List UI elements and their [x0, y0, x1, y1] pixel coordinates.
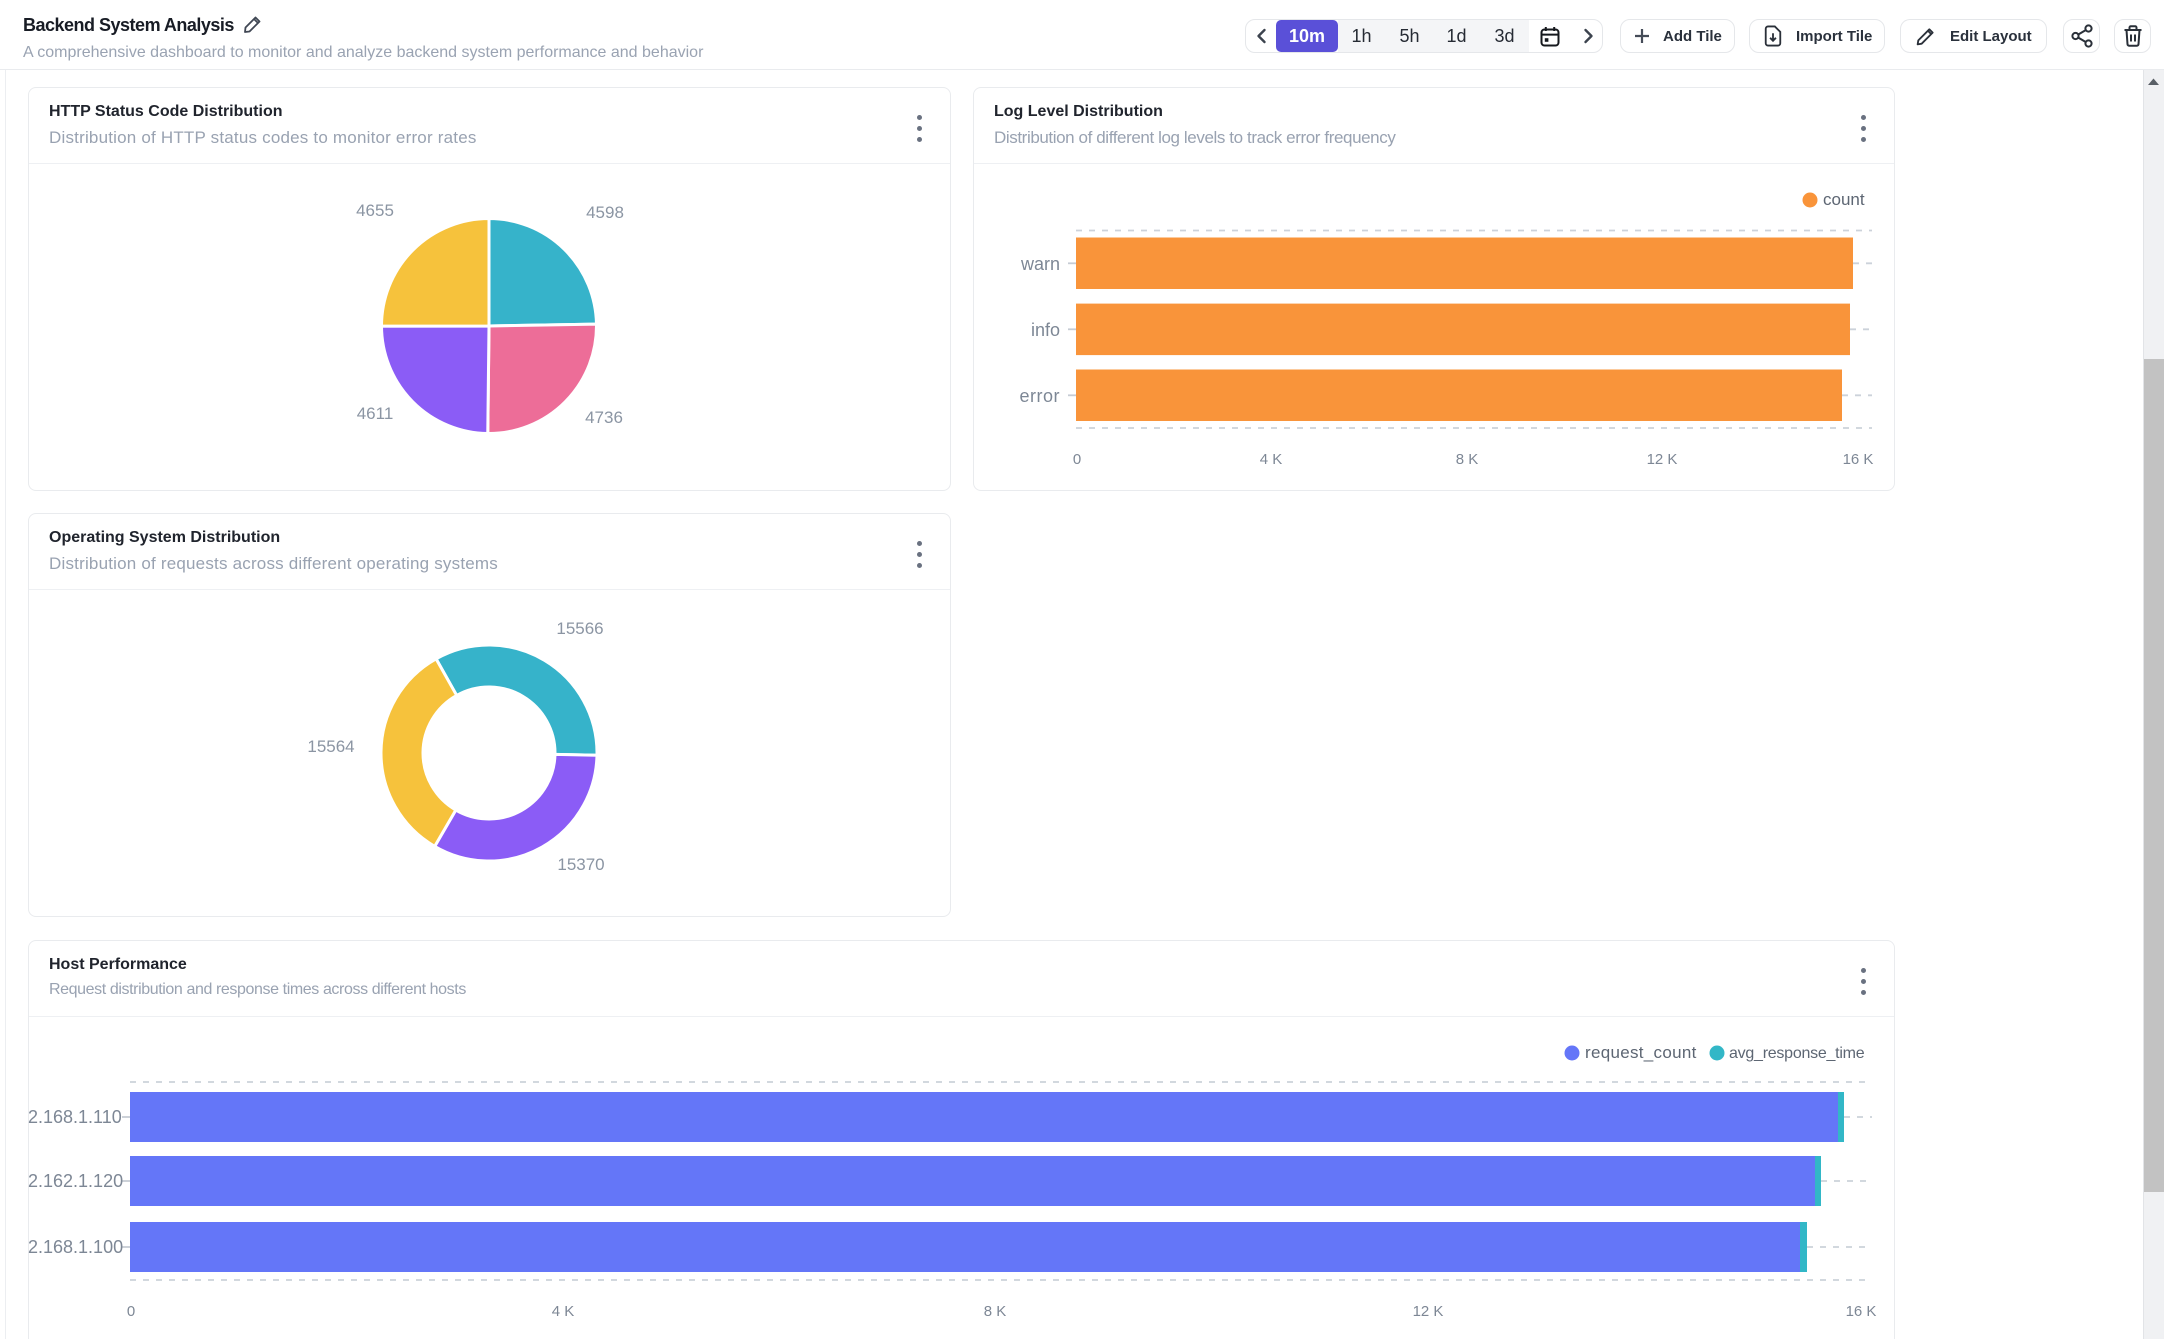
svg-text:request_count: request_count [1585, 1043, 1697, 1062]
svg-text:4 K: 4 K [1260, 451, 1283, 468]
svg-text:count: count [1823, 190, 1865, 209]
svg-text:12 K: 12 K [1647, 451, 1678, 468]
svg-text:info: info [1031, 320, 1060, 340]
svg-text:avg_response_time: avg_response_time [1729, 1045, 1865, 1062]
svg-text:warn: warn [1020, 254, 1060, 274]
svg-text:0: 0 [1073, 451, 1081, 468]
svg-text:4736: 4736 [585, 408, 623, 427]
svg-text:2.162.1.120: 2.162.1.120 [28, 1171, 123, 1191]
svg-text:error: error [1019, 386, 1060, 406]
svg-text:4655: 4655 [356, 201, 394, 220]
svg-text:15566: 15566 [556, 619, 603, 638]
svg-text:8 K: 8 K [1456, 451, 1479, 468]
svg-text:2.168.1.100: 2.168.1.100 [28, 1237, 123, 1257]
svg-text:0: 0 [127, 1303, 135, 1320]
svg-text:12 K: 12 K [1413, 1303, 1444, 1320]
svg-text:8 K: 8 K [984, 1303, 1007, 1320]
svg-text:16 K: 16 K [1846, 1303, 1877, 1320]
svg-text:15370: 15370 [557, 855, 604, 874]
svg-text:16 K: 16 K [1843, 451, 1874, 468]
svg-text:4611: 4611 [357, 404, 394, 423]
svg-text:4 K: 4 K [552, 1303, 575, 1320]
svg-text:4598: 4598 [586, 203, 624, 222]
svg-text:15564: 15564 [307, 737, 354, 756]
svg-text:2.168.1.110: 2.168.1.110 [28, 1107, 122, 1127]
